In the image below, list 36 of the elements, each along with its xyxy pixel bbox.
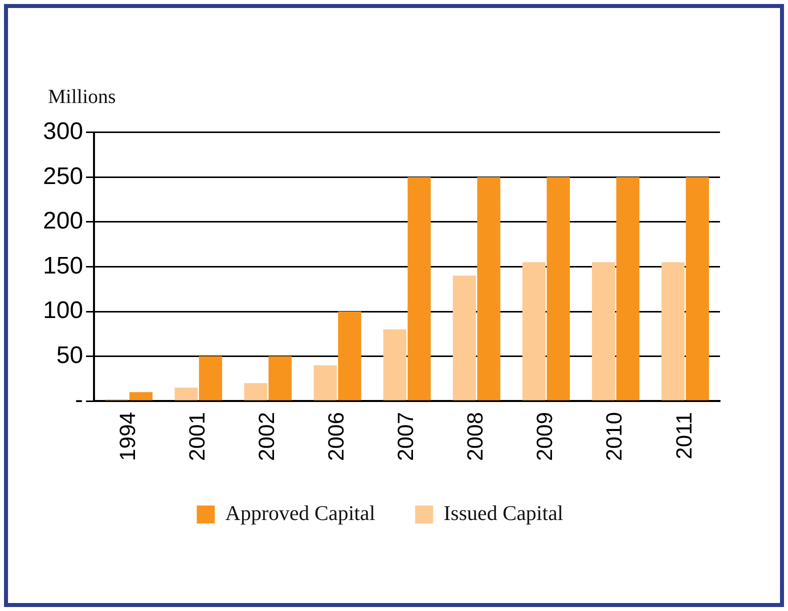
y-tick-label: 200	[42, 208, 84, 235]
bar	[314, 365, 337, 400]
bar	[338, 312, 362, 400]
x-tick-label: 2008	[462, 412, 488, 462]
x-tick-label: 1994	[114, 412, 140, 462]
bar	[592, 262, 616, 400]
x-tick-label: 2011	[671, 412, 696, 460]
bar	[546, 177, 570, 400]
bar	[522, 262, 546, 400]
bar	[198, 356, 222, 400]
bar	[477, 177, 500, 400]
x-tick-label: 2006	[324, 412, 349, 462]
y-tick-label: 100	[42, 297, 84, 324]
x-tick-label: 2001	[184, 412, 210, 462]
bar	[661, 262, 685, 400]
y-tick-label: 50	[56, 342, 84, 369]
x-tick-label: 2010	[602, 412, 627, 462]
y-tick-label: 250	[42, 162, 84, 190]
bar	[129, 392, 153, 400]
bar	[268, 356, 292, 400]
x-tick-label: 2009	[532, 412, 558, 462]
y-tick-label: 150	[42, 252, 84, 280]
bar	[452, 276, 476, 400]
bar	[686, 177, 709, 400]
y-axis-title: Millions	[48, 86, 116, 109]
bar	[174, 388, 198, 400]
x-tick-label: 2007	[393, 412, 418, 462]
bar	[408, 177, 431, 400]
y-tick-label: -	[75, 386, 84, 414]
y-tick-label: 300	[42, 118, 84, 146]
legend-label: Approved Capital	[225, 501, 376, 526]
bar	[383, 329, 406, 400]
x-tick-label: 2002	[254, 412, 279, 462]
bar	[244, 383, 268, 400]
legend-label: Issued Capital	[444, 501, 564, 526]
bar	[616, 177, 640, 400]
